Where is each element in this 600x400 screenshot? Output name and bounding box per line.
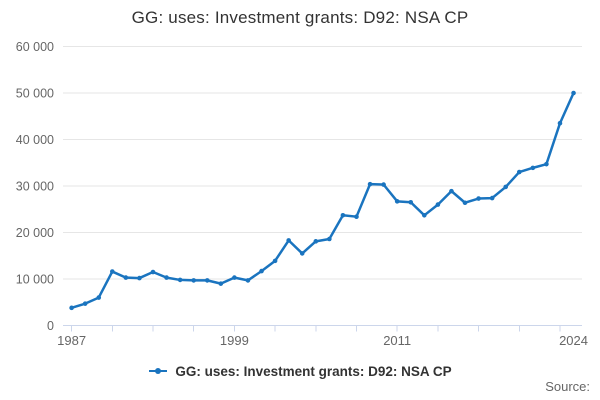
data-point-marker[interactable] [516,169,522,175]
data-point-marker[interactable] [449,188,454,194]
series-line[interactable] [70,91,575,310]
chart-title: GG: uses: Investment grants: D92: NSA CP [131,8,469,27]
data-point-marker[interactable] [150,269,156,275]
data-point-marker[interactable] [367,181,373,187]
data-point-marker[interactable] [462,200,468,206]
y-axis-label: 60 000 [16,40,54,54]
data-point-marker[interactable] [354,214,359,219]
data-point-marker[interactable] [259,268,264,274]
data-point-marker[interactable] [394,199,400,204]
y-axis-label: 10 000 [16,273,54,287]
y-axis-label: 30 000 [16,180,54,194]
data-point-marker[interactable] [272,258,278,264]
data-point-marker[interactable] [299,251,305,256]
data-point-marker[interactable] [381,182,386,187]
legend-line-icon [149,368,168,374]
x-axis-label: 2024 [559,333,588,348]
data-point-marker[interactable] [503,184,509,190]
data-point-marker[interactable] [177,277,183,283]
data-point-marker[interactable] [191,278,196,283]
y-axis-label: 20 000 [16,226,54,240]
data-point-marker[interactable] [476,196,481,201]
source-label: Source: [545,379,590,394]
data-point-marker[interactable] [571,90,576,96]
data-point-marker[interactable] [422,212,427,218]
x-axis-label: 1999 [220,333,249,348]
data-point-marker[interactable] [69,305,74,311]
data-point-marker[interactable] [123,275,129,280]
data-point-marker[interactable] [96,295,102,300]
data-point-marker[interactable] [232,275,237,280]
data-point-marker[interactable] [313,239,319,244]
x-axis-label: 1987 [57,333,86,348]
data-point-marker[interactable] [489,195,495,201]
data-point-marker[interactable] [137,275,142,281]
data-point-marker[interactable] [218,281,224,286]
data-point-marker[interactable] [245,278,251,283]
data-point-marker[interactable] [82,301,88,306]
data-point-marker[interactable] [164,275,169,280]
data-point-marker[interactable] [204,278,210,283]
legend-item[interactable]: GG: uses: Investment grants: D92: NSA CP [0,361,600,381]
data-point-marker[interactable] [544,161,549,167]
data-point-marker[interactable] [340,212,346,218]
data-point-marker[interactable] [109,269,115,274]
y-axis-label: 40 000 [16,133,54,147]
y-axis-label: 50 000 [16,87,54,101]
data-point-marker[interactable] [408,199,414,205]
legend-label: GG: uses: Investment grants: D92: NSA CP [175,363,452,379]
data-point-marker[interactable] [286,238,291,243]
data-point-marker[interactable] [435,202,441,207]
plot-area: 0 10 000 20 000 30 000 40 000 50 000 60 000 198… [16,40,588,348]
y-axis-label: 0 [47,319,54,333]
data-point-marker[interactable] [557,120,563,126]
data-point-marker[interactable] [327,236,332,242]
x-axis-label: 2011 [383,333,411,348]
data-point-marker[interactable] [530,165,536,171]
